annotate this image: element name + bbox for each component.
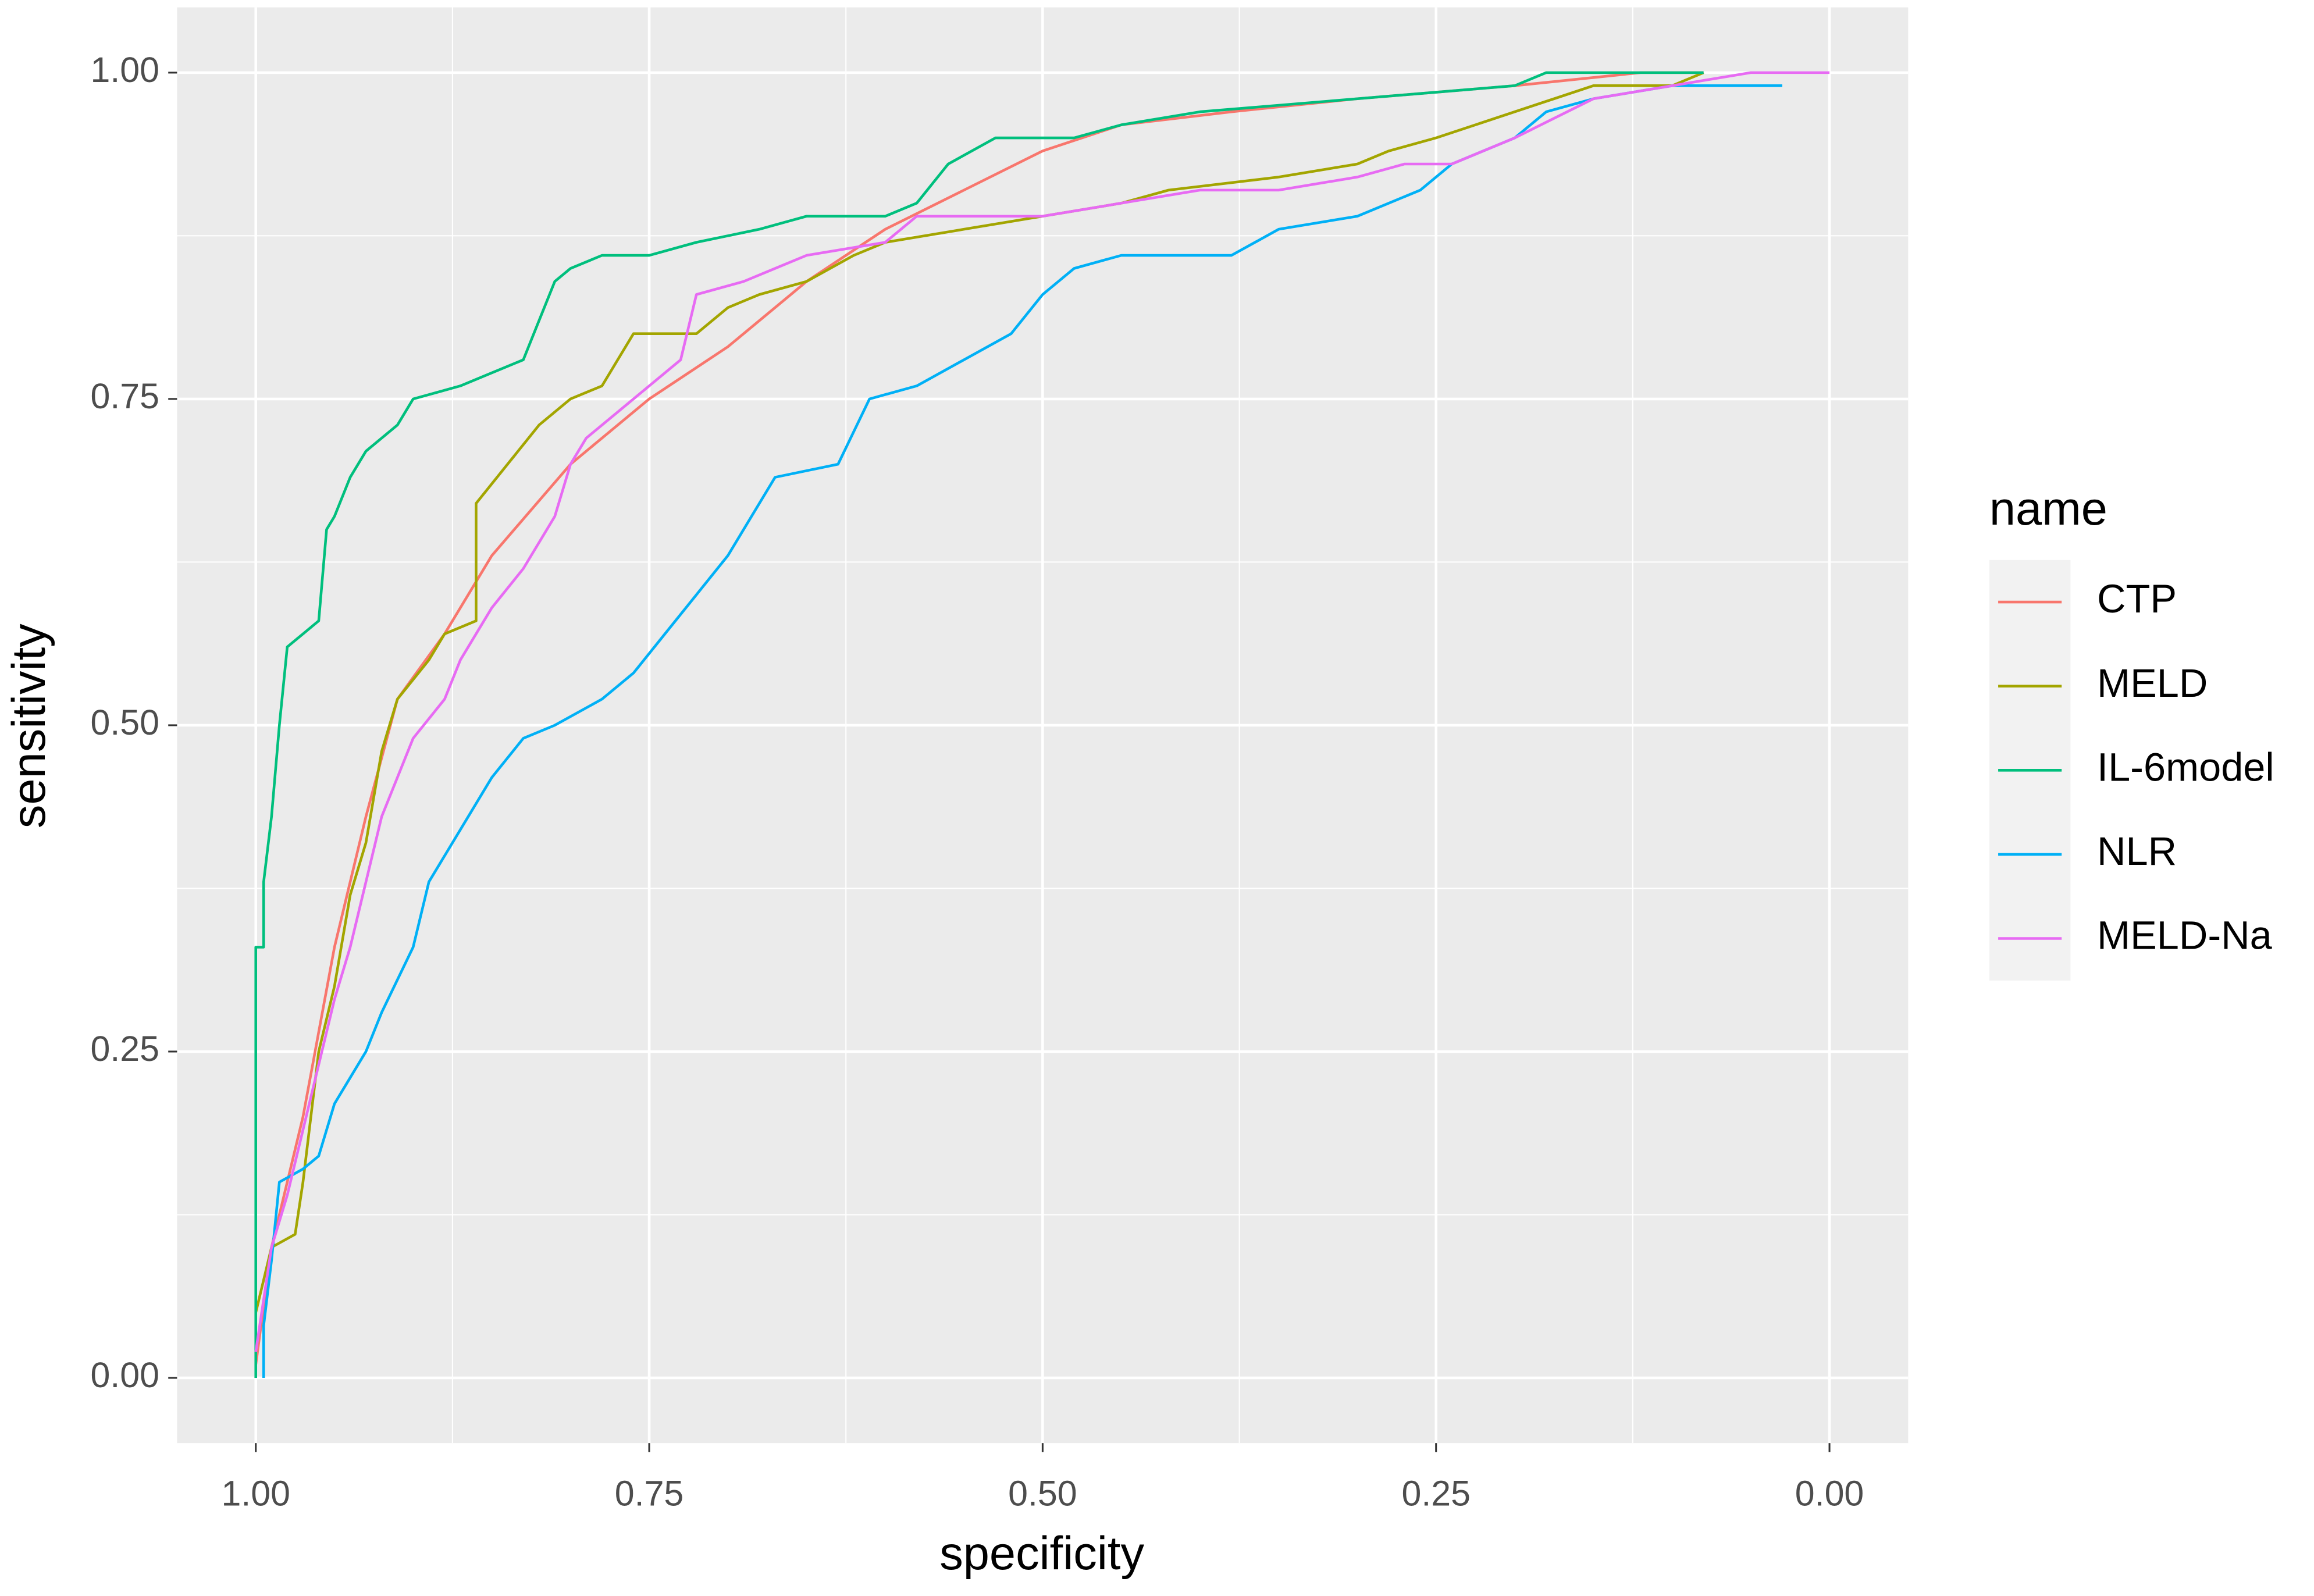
y-tick-label: 0.00 — [91, 1355, 159, 1395]
series-line — [254, 71, 1830, 1352]
x-tick-label: 1.00 — [221, 1474, 290, 1513]
legend-label: MELD — [2097, 661, 2208, 706]
x-tick-label: 0.75 — [615, 1474, 683, 1513]
legend-label: NLR — [2097, 829, 2177, 874]
y-axis-title: sensitivity — [3, 624, 55, 828]
y-tick-label: 1.00 — [91, 50, 159, 90]
legend-label: MELD-Na — [2097, 913, 2273, 958]
legend-label: IL-6model — [2097, 744, 2274, 789]
series-line — [262, 84, 1782, 1378]
y-tick-label: 0.50 — [91, 703, 159, 742]
axes: 1.00 0.75 0.50 0.25 0.00 0.00 0.25 0.50 0.75 1.00 — [91, 50, 1864, 1513]
legend: name CTP MELD IL-6model NLR MELD-Na — [1989, 483, 2274, 981]
x-tick-label: 0.50 — [1008, 1474, 1077, 1513]
x-tick-label: 0.25 — [1401, 1474, 1470, 1513]
y-tick-label: 0.75 — [91, 376, 159, 416]
x-tick-label: 0.00 — [1795, 1474, 1864, 1513]
grid — [177, 7, 1909, 1444]
legend-title: name — [1989, 483, 2107, 535]
series-line — [254, 71, 1704, 1378]
series-line — [254, 71, 1704, 1313]
x-axis-title: specificity — [939, 1527, 1144, 1580]
plot-lines — [254, 71, 1830, 1378]
legend-label: CTP — [2097, 576, 2177, 621]
y-tick-label: 0.25 — [91, 1029, 159, 1068]
